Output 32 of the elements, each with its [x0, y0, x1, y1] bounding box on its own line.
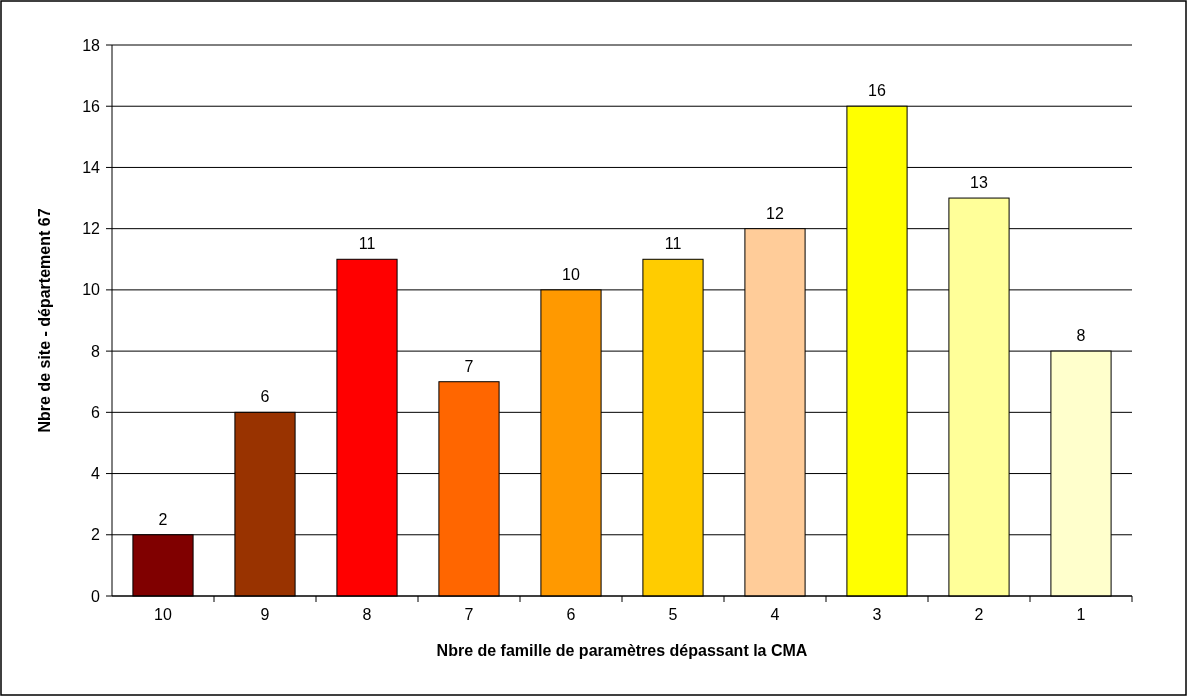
data-label: 10 [562, 265, 580, 283]
data-label: 13 [970, 174, 988, 192]
y-tick-label: 10 [82, 281, 101, 299]
x-tick-label: 9 [260, 606, 270, 623]
x-tick-label: 10 [154, 606, 172, 623]
x-tick-label: 5 [668, 606, 678, 623]
data-label: 7 [464, 357, 474, 375]
y-tick-label: 16 [82, 97, 101, 115]
data-label: 6 [260, 388, 270, 406]
y-tick-label: 14 [82, 159, 101, 177]
y-tick-label: 2 [91, 526, 101, 544]
data-label: 2 [158, 510, 168, 528]
data-label: 11 [664, 235, 682, 253]
y-tick-label: 12 [82, 220, 101, 238]
x-tick-label: 6 [566, 606, 576, 623]
x-tick-label: 8 [362, 606, 372, 623]
y-tick-label: 4 [91, 465, 101, 483]
data-label: 11 [358, 235, 376, 253]
x-tick-label: 1 [1076, 606, 1086, 623]
x-tick-label: 3 [872, 606, 882, 623]
y-tick-label: 8 [91, 342, 101, 360]
y-tick-label: 18 [82, 36, 101, 54]
data-label: 16 [868, 82, 886, 100]
y-tick-label: 6 [91, 403, 101, 421]
y-axis-title: Nbre de site - département 67 [36, 208, 53, 433]
data-label: 12 [766, 204, 784, 222]
x-tick-label: 7 [464, 606, 474, 623]
x-tick-label: 2 [974, 606, 984, 623]
data-label: 8 [1076, 327, 1086, 345]
x-axis-title: Nbre de famille de paramètres dépassant la CMA [436, 642, 808, 659]
y-tick-label: 0 [91, 587, 101, 605]
x-tick-label: 4 [770, 606, 780, 623]
